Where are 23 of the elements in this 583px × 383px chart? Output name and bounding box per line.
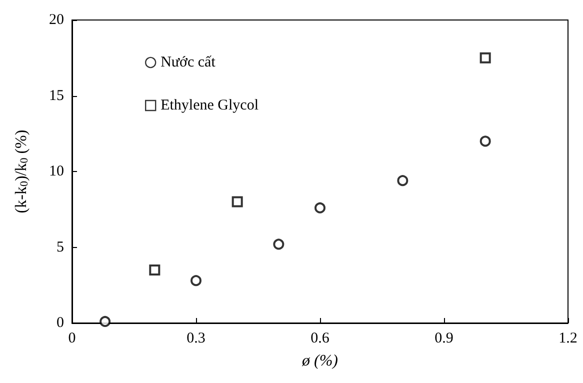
point	[190, 275, 202, 286]
x-tick-label: 0.6	[310, 330, 330, 346]
x-tick-label: 0	[68, 330, 76, 346]
y-tick-label: 15	[49, 88, 64, 104]
point	[232, 196, 243, 208]
point	[314, 202, 326, 214]
point	[480, 52, 491, 64]
x-axis-title: ø (%)	[301, 352, 338, 370]
legend-label: Nước cất	[160, 54, 216, 70]
point	[273, 238, 284, 250]
x-tick-label: 0.9	[434, 330, 454, 346]
y-axis-title: (k-k0)/k0 (%)	[13, 130, 30, 214]
y-tick-label: 20	[49, 12, 64, 28]
y-tick-label: 5	[56, 239, 64, 256]
point	[100, 316, 111, 327]
point	[149, 264, 160, 276]
x-tick-label: 1.2	[558, 330, 578, 346]
x-tick-label: 0.3	[186, 330, 206, 346]
y-tick-label: 0	[56, 315, 64, 331]
y-tick-label: 10	[49, 164, 64, 180]
point	[397, 175, 408, 186]
legend-label: Ethylene Glycol	[160, 98, 258, 114]
point	[480, 136, 491, 147]
